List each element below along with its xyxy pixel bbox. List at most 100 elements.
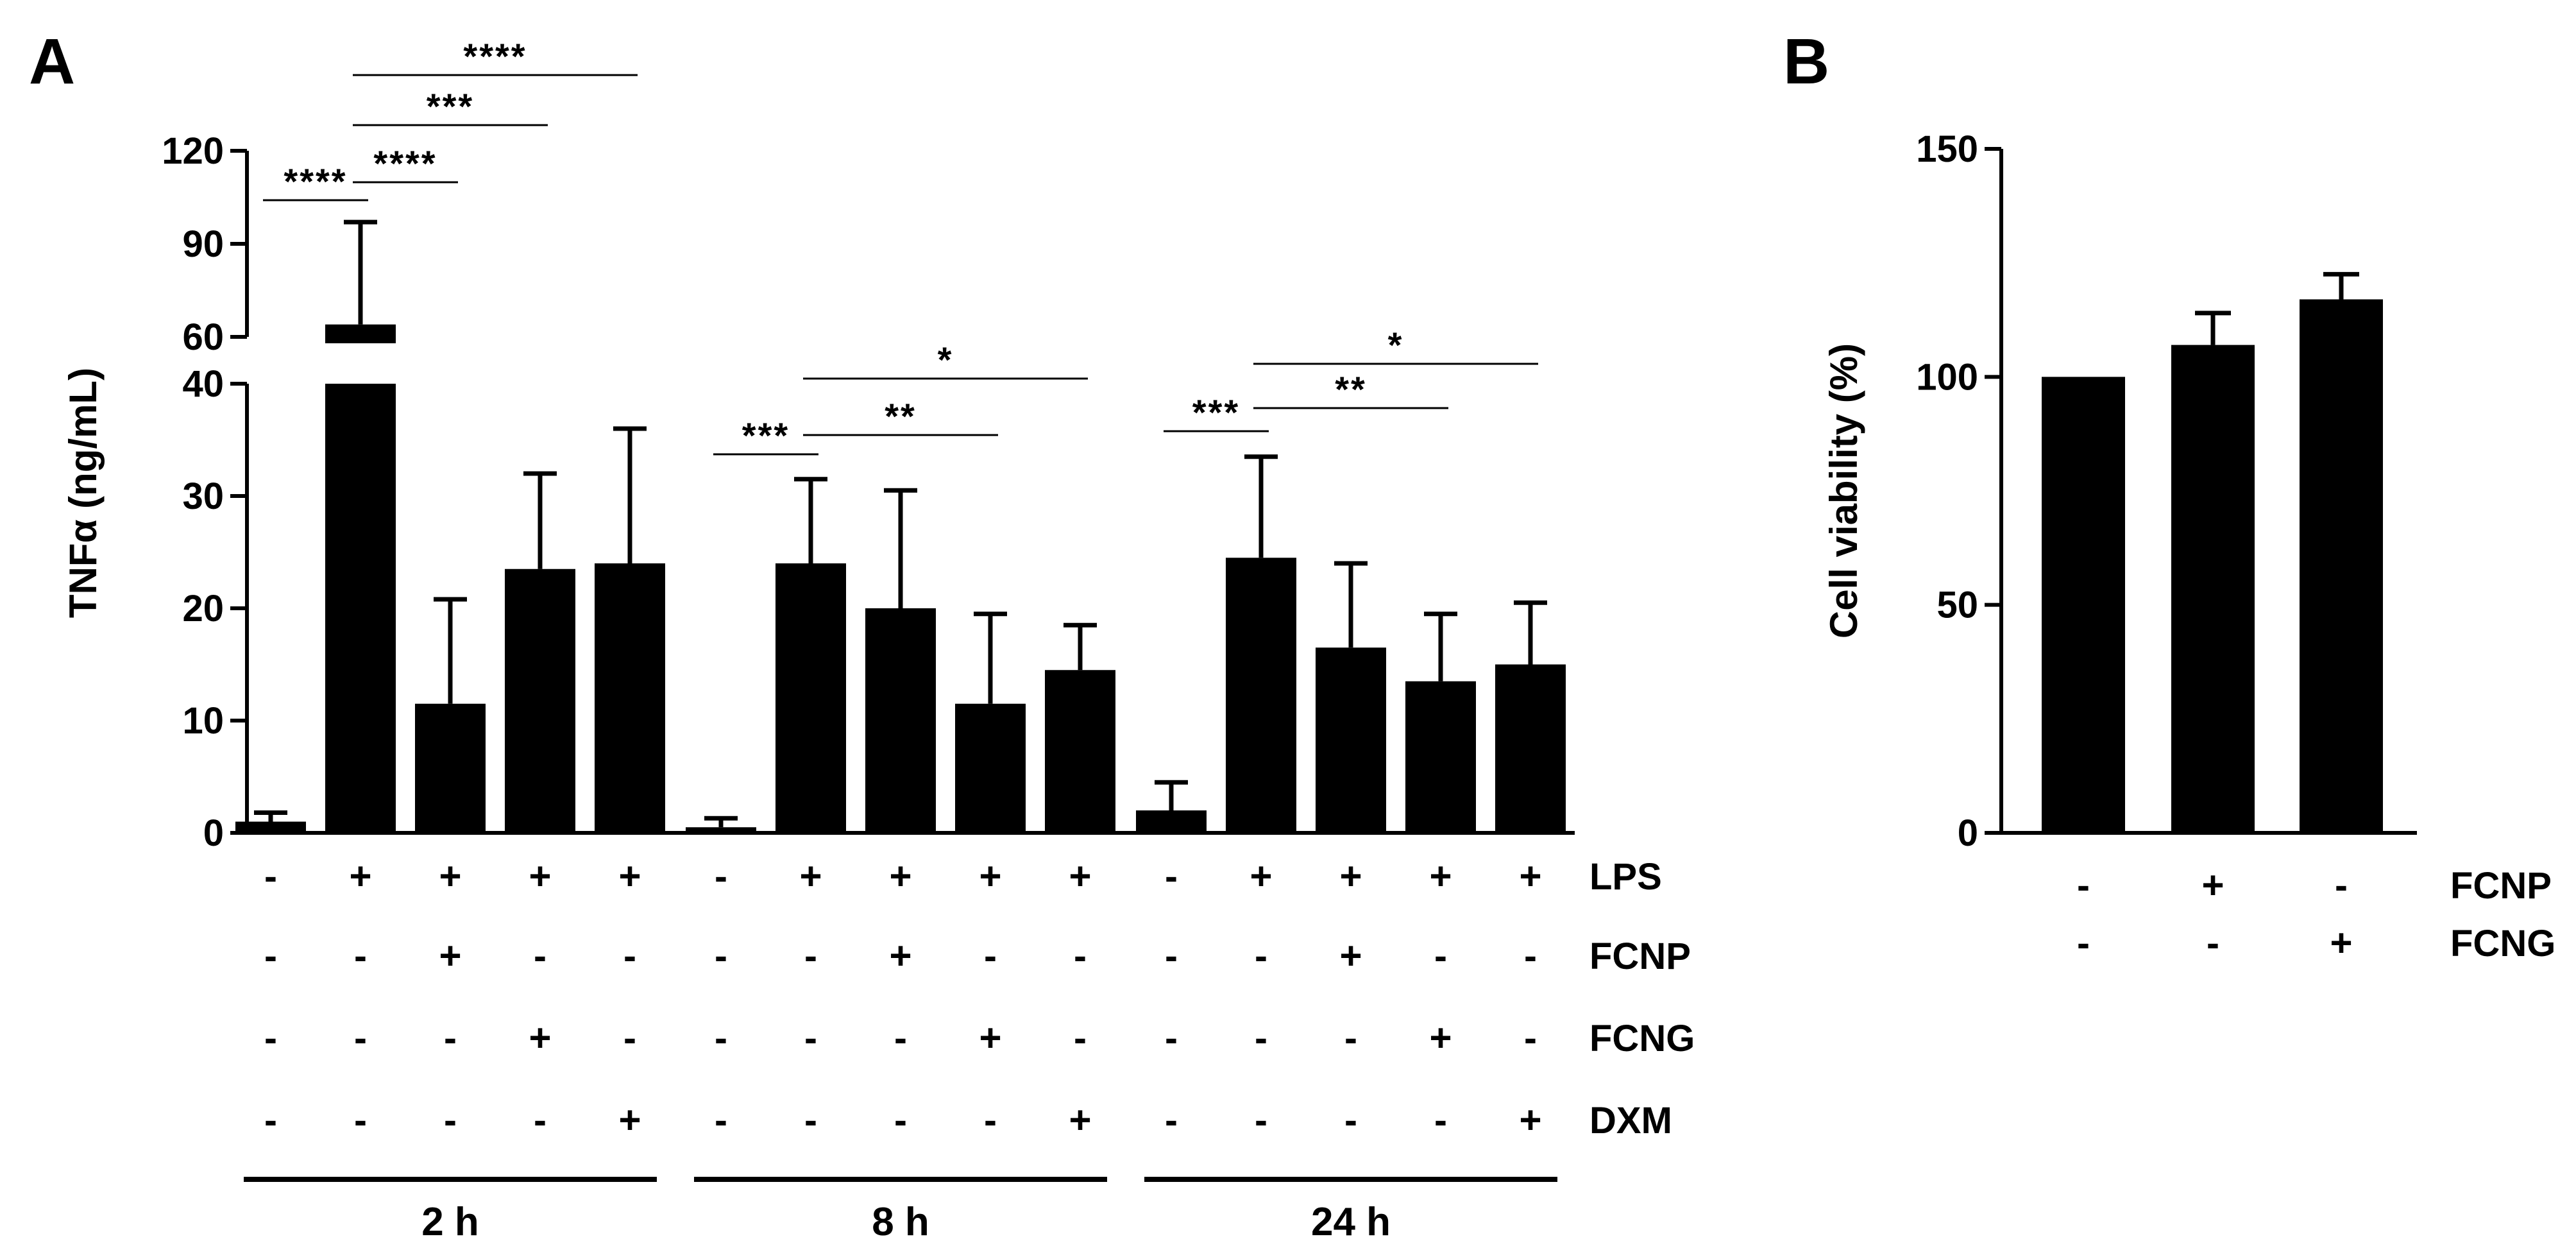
panel-a-condition-symbol: - [354,1016,367,1059]
panel-a-condition-symbol: - [1165,1099,1178,1142]
panel-a-condition-symbol: - [623,1016,636,1059]
panel-b-condition-symbol: + [2201,864,2224,907]
panel-a-significance-label: * [1388,325,1404,365]
panel-a-condition-symbol: + [618,1099,641,1142]
panel-a-bar [235,821,306,833]
panel-a-condition-symbol: + [1519,855,1541,898]
panel-a-condition-symbol: - [444,1099,457,1142]
panel-b-bar [2300,299,2383,833]
panel-a-condition-symbol: - [534,934,547,977]
panel-a-condition-symbol: + [1429,1016,1452,1059]
panel-a-y-tick-label: 40 [182,363,224,405]
panel-a-significance-label: *** [427,86,474,126]
panel-a-condition-symbol: - [264,1099,277,1142]
panel-a-row-label: FCNP [1589,936,1691,977]
panel-a-significance-label: **** [463,36,527,76]
panel-a-y-tick-label: 60 [182,316,224,358]
panel-a-condition-symbol: - [1344,1016,1357,1059]
panel-b-bar [2042,377,2125,833]
panel-a-bar [1045,670,1115,833]
panel-a-condition-symbol: + [1339,934,1362,977]
panel-a-condition-symbol: - [1434,1099,1447,1142]
panel-a-condition-symbol: - [264,855,277,898]
panel-a-y-tick-label: 90 [182,223,224,265]
panel-a-significance-label: ** [1335,369,1367,409]
panel-label-a: A [29,26,75,98]
panel-a-significance-label: ** [885,396,917,436]
panel-a-significance-label: * [938,339,954,380]
panel-a-chart: 0 10 20 30 40 60 90 120 TNFα (ng/mL) - + + + + - + + + + - +… [62,36,1695,1244]
panel-a-significance-label: *** [742,415,790,456]
panel-b-condition-symbol: - [2335,864,2348,907]
panel-a-significance-label: *** [1192,392,1240,432]
panel-a-bar [865,608,936,833]
panel-a-row-label: DXM [1589,1100,1672,1142]
panel-a-bar [325,324,396,834]
panel-a-condition-symbol: + [439,934,461,977]
panel-a-condition-symbol: + [889,934,911,977]
panel-a-condition-symbol: - [1165,1016,1178,1059]
panel-a-bar [775,563,846,833]
panel-b-chart: 0 50 100 150 Cell viability (%) - + - FCNP - - + FCN… [1822,128,2555,964]
panel-a-condition-symbol: - [1074,934,1087,977]
panel-a-condition-symbol: - [804,1099,817,1142]
panel-a-condition-symbol: + [1069,1099,1091,1142]
panel-a-y-tick-label: 120 [162,130,224,172]
panel-b-y-tick-label: 0 [1958,812,1978,854]
panel-b-y-tick-label: 100 [1916,356,1978,398]
panel-a-bar-break-bottom [325,384,396,390]
panel-a-bar [595,563,665,833]
panel-a-condition-symbol: + [1519,1099,1541,1142]
panel-a-condition-symbol: + [529,855,551,898]
panel-a-bar [955,703,1026,833]
panel-a-group-label: 8 h [872,1200,929,1244]
panel-a-y-tick-label: 30 [182,475,224,517]
panel-a-condition-symbol: + [979,1016,1001,1059]
panel-a-bar [1495,664,1566,833]
panel-b-condition-symbol: - [2077,864,2090,907]
panel-b-y-tick-label: 150 [1916,128,1978,170]
panel-a-condition-symbol: + [618,855,641,898]
panel-label-b: B [1783,26,1829,98]
panel-a-condition-symbol: + [439,855,461,898]
panel-a-bar [415,703,486,833]
panel-a-significance-label: **** [373,143,437,184]
panel-a-condition-symbol: - [1524,934,1537,977]
panel-a-condition-symbol: - [984,934,997,977]
panel-a-condition-symbol: - [264,1016,277,1059]
panel-b-y-axis-title: Cell viability (%) [1822,343,1865,638]
panel-a-y-tick-label: 0 [203,812,224,854]
panel-a-condition-symbol: - [1074,1016,1087,1059]
panel-a-condition-symbol: - [1165,934,1178,977]
panel-a-y-axis-title: TNFα (ng/mL) [62,368,105,618]
panel-a-condition-symbol: + [979,855,1001,898]
panel-a-condition-symbol: - [623,934,636,977]
panel-a-group-label: 24 h [1311,1200,1391,1244]
panel-b-y-tick-label: 50 [1936,585,1978,626]
panel-a-condition-symbol: - [1344,1099,1357,1142]
panel-a-row-label: LPS [1589,856,1662,898]
panel-a-bar [1405,681,1476,833]
panel-a-condition-symbol: - [354,1099,367,1142]
panel-a-condition-symbol: - [894,1016,907,1059]
panel-a-bar [1316,647,1386,833]
panel-a-condition-symbol: + [1250,855,1272,898]
panel-a-condition-symbol: + [799,855,822,898]
panel-a-condition-symbol: - [444,1016,457,1059]
panel-a-condition-symbol: - [894,1099,907,1142]
panel-a-condition-symbol: - [984,1099,997,1142]
panel-a-condition-symbol: + [349,855,371,898]
panel-a-condition-symbol: - [534,1099,547,1142]
panel-a-condition-symbol: - [1255,934,1267,977]
panel-a-bar [505,569,575,833]
panel-b-bar [2171,345,2255,833]
panel-b-row-label: FCNP [2450,865,2552,907]
panel-a-condition-symbol: - [1255,1099,1267,1142]
panel-b-condition-symbol: - [2077,921,2090,964]
panel-a-bar [1136,810,1207,833]
panel-a-condition-symbol: + [1069,855,1091,898]
panel-a-condition-symbol: + [889,855,911,898]
panel-a-condition-symbol: - [264,934,277,977]
panel-a-condition-symbol: + [1429,855,1452,898]
